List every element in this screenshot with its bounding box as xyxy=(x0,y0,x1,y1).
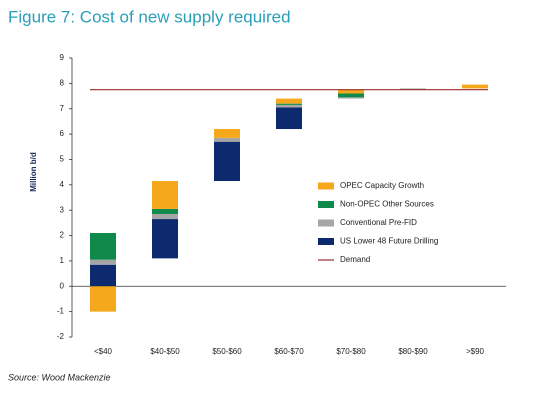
bar-segment xyxy=(152,181,178,209)
y-tick-label: 3 xyxy=(60,205,65,214)
legend-swatch xyxy=(318,238,334,245)
y-tick-label: 0 xyxy=(60,281,65,290)
legend-label: Non-OPEC Other Sources xyxy=(340,200,434,209)
y-tick-label: 6 xyxy=(60,129,65,138)
x-tick-label: $70-$80 xyxy=(336,347,366,356)
x-tick-label: >$90 xyxy=(466,347,485,356)
bar-segment xyxy=(338,89,364,94)
bar-segment xyxy=(90,264,116,287)
bar-segment xyxy=(90,233,116,260)
y-tick-label: 8 xyxy=(60,78,65,87)
bar-segment xyxy=(276,104,302,108)
y-tick-label: 9 xyxy=(60,53,65,62)
bar-segment xyxy=(214,129,240,138)
bar-segment xyxy=(214,137,240,142)
y-tick-label: 4 xyxy=(60,180,65,189)
bar-segment xyxy=(152,219,178,259)
legend-label: Conventional Pre-FID xyxy=(340,218,417,227)
legend-swatch xyxy=(318,201,334,208)
bar-segment xyxy=(462,84,488,89)
y-axis-label: Million b/d xyxy=(29,152,38,192)
bar-segment xyxy=(276,107,302,130)
bar-segment xyxy=(214,141,240,182)
x-tick-label: $50-$60 xyxy=(212,347,242,356)
y-tick-label: 5 xyxy=(60,155,65,164)
y-tick-label: 7 xyxy=(60,104,65,113)
bar-segment xyxy=(400,88,426,90)
x-tick-label: $40-$50 xyxy=(150,347,180,356)
bar-segment xyxy=(338,97,364,99)
bar-segment xyxy=(152,213,178,220)
legend-label: Demand xyxy=(340,255,370,264)
bar-segment xyxy=(338,93,364,98)
legend-swatch xyxy=(318,182,334,190)
bar-segment xyxy=(90,259,116,265)
y-tick-label: 1 xyxy=(60,256,65,265)
legend-label: OPEC Capacity Growth xyxy=(340,181,424,190)
y-tick-label: -1 xyxy=(57,307,65,316)
bar-segment xyxy=(276,98,302,104)
chart-title: Figure 7: Cost of new supply required xyxy=(8,7,291,26)
bar-segment xyxy=(90,286,116,312)
bar-segment xyxy=(152,208,178,214)
x-tick-label: $80-$90 xyxy=(398,347,428,356)
x-tick-label: <$40 xyxy=(94,347,113,356)
y-tick-label: 2 xyxy=(60,231,65,240)
source: Source: Wood Mackenzie xyxy=(8,372,111,382)
legend-swatch xyxy=(318,219,334,227)
x-tick-label: $60-$70 xyxy=(274,347,304,356)
legend-label: US Lower 48 Future Drilling xyxy=(340,237,438,246)
y-tick-label: -2 xyxy=(57,332,65,341)
bar-segment xyxy=(276,103,302,105)
